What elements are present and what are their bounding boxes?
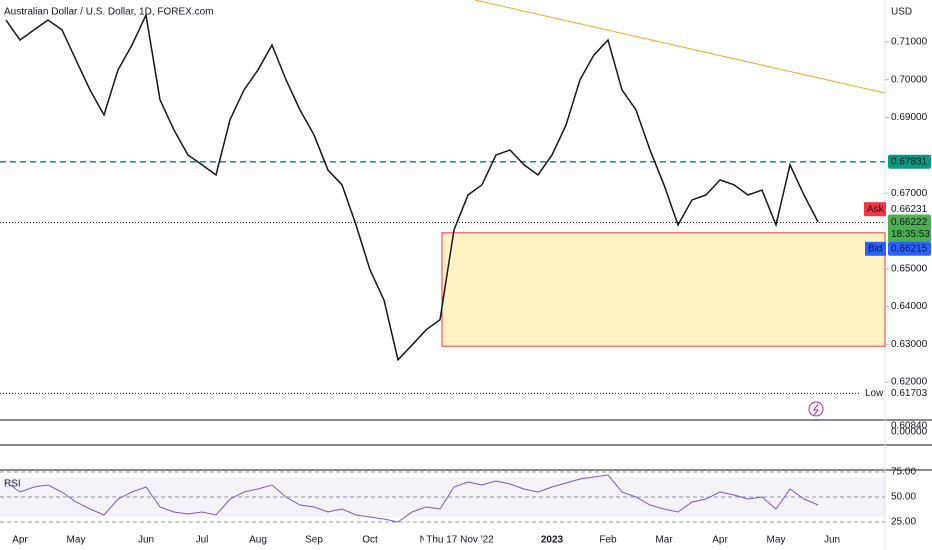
x-tick-label: Jun (138, 535, 154, 546)
y-tick-label: 0.64000 (891, 301, 928, 312)
alert-icon-bolt (813, 403, 820, 416)
x-tick-label: Apr (712, 535, 728, 546)
x-tick-label: Mar (655, 535, 673, 546)
bid-label: 0.66215 (891, 243, 928, 254)
last-price: 0.66222 (891, 217, 928, 228)
ask-tag-bg (864, 202, 886, 217)
x-tick-label: Jul (196, 535, 209, 546)
rsi-tick-label: 50.00 (891, 492, 916, 503)
rsi-tick-label: 75.00 (891, 467, 916, 478)
bid-tag-bg (865, 241, 886, 256)
x-tick-label: Sep (305, 535, 323, 546)
resistance-label-bg (888, 154, 931, 169)
crosshair-label-bg (424, 531, 496, 548)
x-tick-label: May (767, 535, 786, 546)
x-tick-label: 2023 (541, 535, 564, 546)
bid-label-bg (888, 241, 931, 256)
low-tag: Low (865, 388, 884, 399)
rsi-line (5, 474, 819, 523)
x-tick-label: Aug (249, 535, 267, 546)
x-tick-label: Jun (824, 535, 840, 546)
low-label: 0.61703 (891, 388, 928, 399)
last-bg (888, 214, 931, 243)
indicator-label: 0.60840 (891, 421, 928, 432)
alert-icon[interactable] (808, 401, 824, 417)
price-line (5, 12, 819, 362)
rsi-label: RSI (4, 479, 21, 490)
resistance-label: 0.67831 (891, 156, 928, 167)
bid-tag: Bid (868, 243, 882, 254)
ask-tag: Ask (867, 204, 885, 215)
ask-label: 0.66231 (891, 204, 928, 215)
x-tick-label: Feb (599, 535, 617, 546)
y-tick-label: 0.65000 (891, 263, 928, 274)
x-tick-label: Apr (12, 535, 28, 546)
currency: USD (891, 7, 912, 18)
y-tick-label: 0.62000 (891, 377, 928, 388)
y-tick-label: 0.69000 (891, 112, 928, 123)
y-tick-label: 0.71000 (891, 37, 928, 48)
crosshair-label: Thu 17 Nov '22 (426, 535, 494, 546)
trendline (474, 0, 886, 94)
x-tick-label: May (67, 535, 86, 546)
ask-label-bg (888, 202, 931, 217)
y-tick-label: 0.63000 (891, 339, 928, 350)
y-tick-label: 0.70000 (891, 74, 928, 85)
x-tick-label: Oct (362, 535, 378, 546)
volume-pane-label: 0.00000 (891, 427, 928, 438)
zone (441, 232, 886, 347)
y-tick-label: 0.67000 (891, 188, 928, 199)
chart-title: Australian Dollar / U.S. Dollar, 1D, FOR… (4, 7, 214, 18)
countdown: 18:35:53 (891, 229, 930, 240)
rsi-tick-label: 25.00 (891, 517, 916, 528)
